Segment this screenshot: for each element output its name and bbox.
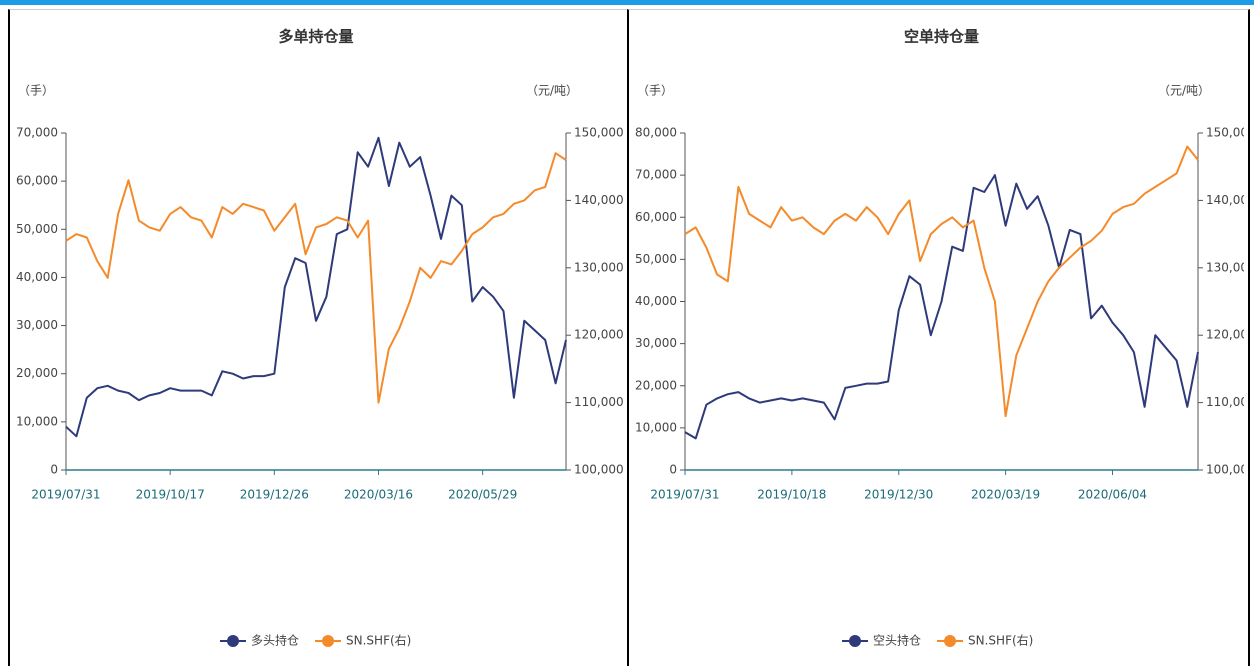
y-tick-label: 20,000 (635, 378, 677, 392)
y-tick-label: 0 (669, 463, 677, 477)
panel: 多单持仓量 （手） （元/吨） 0 10,000 20,000 30,000 40,000 50… (8, 9, 629, 666)
x-tick-label: 2019/10/17 (136, 488, 205, 502)
y-tick-label: 60,000 (635, 210, 677, 224)
series-line (65, 136, 567, 438)
y-tick-label: 60,000 (16, 174, 58, 188)
legend-marker (227, 635, 239, 647)
x-tick-label: 2020/05/29 (448, 488, 517, 502)
chart: 多单持仓量 （手） （元/吨） 0 10,000 20,000 30,000 40,000 50… (16, 28, 624, 648)
y2-tick-label: 150,000 (1206, 126, 1244, 140)
legend-marker (849, 635, 861, 647)
series-line (65, 152, 567, 404)
y2-tick-label: 120,000 (574, 328, 623, 342)
y2-tick-label: 150,000 (574, 126, 623, 140)
y-tick-label: 80,000 (635, 126, 677, 140)
y2-axis-unit: （元/吨） (1158, 84, 1210, 98)
y-tick-label: 0 (50, 463, 58, 477)
y-tick-label: 30,000 (16, 318, 58, 332)
legend-label: 空头持仓 (873, 633, 921, 648)
series-line (684, 145, 1199, 418)
y2-tick-label: 140,000 (1206, 193, 1244, 207)
x-tick-label: 2019/07/31 (31, 488, 100, 502)
x-tick-label: 2019/12/30 (864, 488, 933, 502)
x-tick-label: 2019/07/31 (650, 488, 719, 502)
y2-tick-label: 120,000 (1206, 328, 1244, 342)
panel: 空单持仓量 （手） （元/吨） 0 10,000 20,000 30,000 40,000 50… (627, 9, 1250, 666)
y-tick-label: 50,000 (16, 222, 58, 236)
y2-tick-label: 110,000 (574, 395, 623, 409)
y-tick-label: 70,000 (16, 126, 58, 140)
y2-tick-label: 110,000 (1206, 395, 1244, 409)
y-axis-unit: （手） (18, 84, 54, 98)
legend-marker (944, 635, 957, 647)
x-tick-label: 2019/10/18 (757, 488, 826, 502)
y2-tick-label: 100,000 (574, 463, 623, 477)
legend: 空头持仓 SN.SHF(右) (842, 633, 1033, 648)
y2-tick-label: 100,000 (1206, 463, 1244, 477)
legend-marker (322, 635, 335, 647)
legend-label: SN.SHF(右) (968, 633, 1033, 648)
y2-tick-label: 130,000 (574, 260, 623, 274)
y-tick-label: 10,000 (635, 420, 677, 434)
y2-tick-label: 130,000 (1206, 260, 1244, 274)
y-tick-label: 20,000 (16, 366, 58, 380)
y2-axis-unit: （元/吨） (526, 84, 578, 98)
x-tick-label: 2020/03/16 (344, 488, 413, 502)
chart-title: 多单持仓量 (278, 28, 353, 46)
y-tick-label: 40,000 (16, 270, 58, 284)
legend: 多头持仓 SN.SHF(右) (220, 633, 411, 648)
legend-label: SN.SHF(右) (346, 633, 411, 648)
y2-tick-label: 140,000 (574, 193, 623, 207)
y-axis-unit: （手） (637, 84, 673, 98)
y-tick-label: 70,000 (635, 168, 677, 182)
y-tick-label: 30,000 (635, 336, 677, 350)
series-line (684, 174, 1199, 440)
y-tick-label: 40,000 (635, 294, 677, 308)
x-tick-label: 2020/06/04 (1078, 488, 1147, 502)
legend-label: 多头持仓 (251, 633, 299, 648)
chart-title: 空单持仓量 (904, 28, 979, 46)
x-tick-label: 2020/03/19 (971, 488, 1040, 502)
y-tick-label: 10,000 (16, 414, 58, 428)
top-bar (0, 0, 1254, 5)
y-tick-label: 50,000 (635, 252, 677, 266)
x-tick-label: 2019/12/26 (240, 488, 309, 502)
chart: 空单持仓量 （手） （元/吨） 0 10,000 20,000 30,000 40,000 50… (635, 28, 1248, 648)
